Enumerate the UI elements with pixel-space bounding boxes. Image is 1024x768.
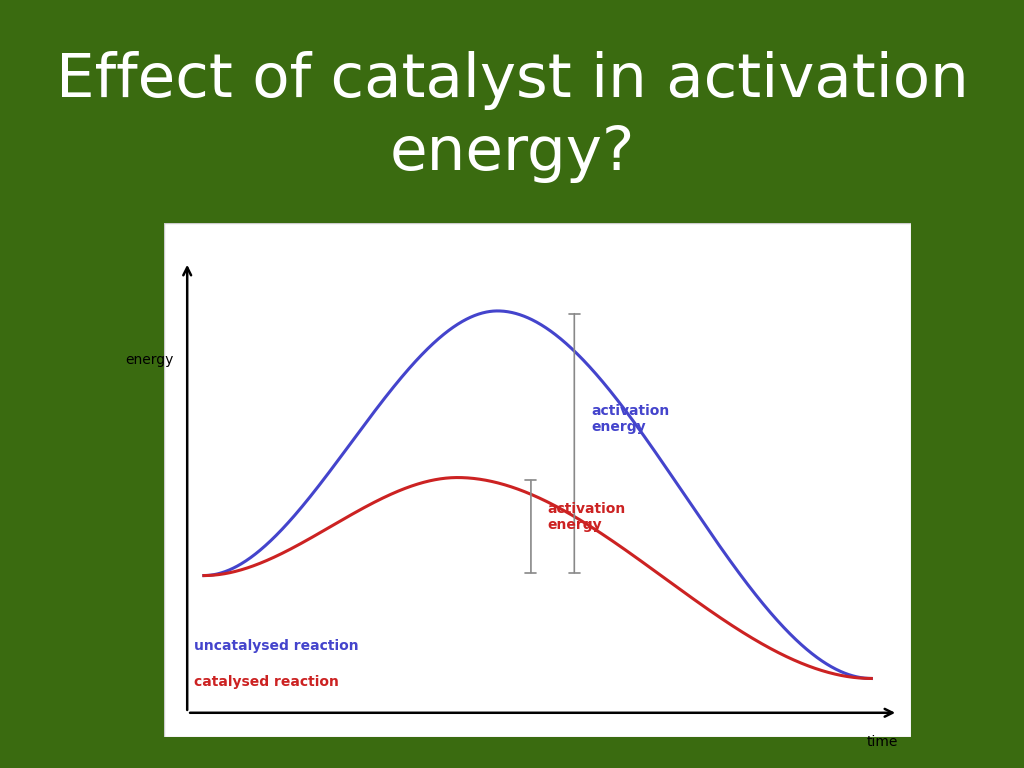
Text: energy: energy bbox=[126, 353, 174, 367]
Text: time: time bbox=[866, 735, 898, 749]
Text: activation
energy: activation energy bbox=[591, 404, 670, 434]
Text: energy?: energy? bbox=[389, 124, 635, 183]
Text: activation
energy: activation energy bbox=[548, 502, 626, 532]
Text: catalysed reaction: catalysed reaction bbox=[194, 675, 339, 689]
Text: Effect of catalyst in activation: Effect of catalyst in activation bbox=[55, 51, 969, 110]
Text: uncatalysed reaction: uncatalysed reaction bbox=[194, 639, 358, 653]
FancyBboxPatch shape bbox=[164, 223, 911, 737]
